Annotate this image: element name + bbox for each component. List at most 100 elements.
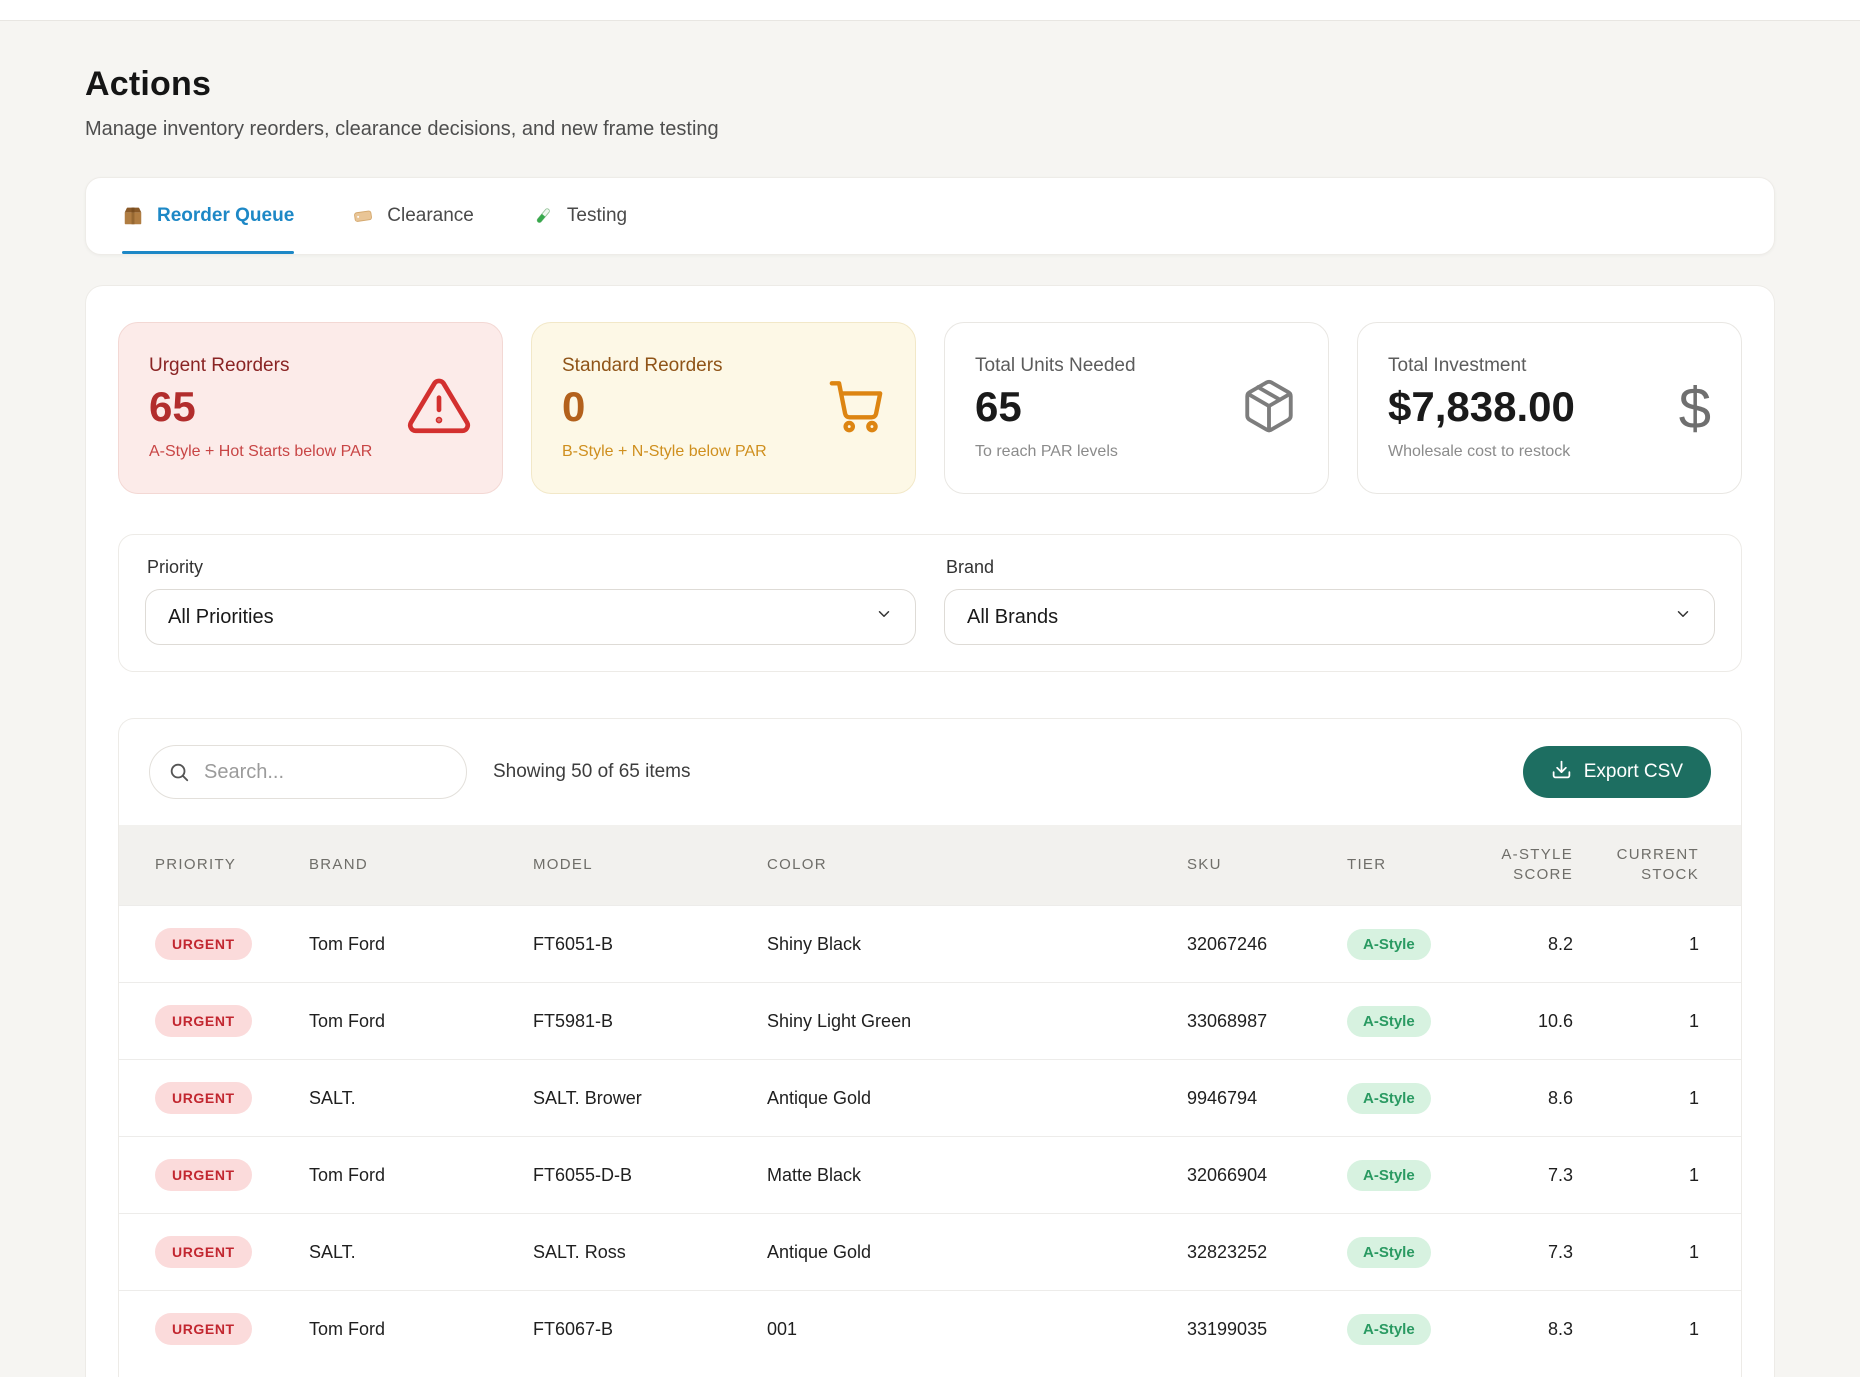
priority-cell: URGENT [119,905,309,983]
color-cell: 001 [767,1290,1187,1367]
sku-cell: 32067246 [1187,905,1347,983]
color-cell: Shiny Light Green [767,982,1187,1060]
table-row[interactable]: URGENT Tom Ford FT6051-B Shiny Black 3206724… [119,905,1741,983]
sku-cell: 32066904 [1187,1136,1347,1214]
col-header-a-style-score: A-STYLE SCORE [1487,825,1587,906]
stock-cell: 1 [1587,1136,1741,1214]
tier-badge: A-Style [1347,1236,1431,1268]
table-row[interactable]: URGENT Tom Ford FT6055-D-B Matte Black 32066… [119,1136,1741,1214]
tier-badge: A-Style [1347,1313,1431,1345]
priority-cell: URGENT [119,1213,309,1291]
stat-title: Urgent Reorders [149,355,290,377]
reorder-queue-panel: Urgent Reorders 65 A-Style + Hot Starts … [85,285,1775,1377]
priority-badge: URGENT [155,1159,252,1191]
page-subtitle: Manage inventory reorders, clearance dec… [85,118,719,140]
stat-subtitle: A-Style + Hot Starts below PAR [149,442,373,460]
model-cell: FT6055-D-B [533,1136,767,1214]
stat-card-standard-reorders: Standard Reorders 0 B-Style + N-Style be… [531,322,916,494]
page-content: Actions Manage inventory reorders, clear… [0,65,1860,1377]
brand-filter-group: Brand All Brands [944,557,1715,645]
tier-badge: A-Style [1347,1005,1431,1037]
tab-label: Testing [566,205,628,226]
priority-filter-label: Priority [147,557,204,577]
priority-select[interactable]: All Priorities [145,589,916,645]
stock-cell: 1 [1587,1213,1741,1291]
model-cell: FT6051-B [533,905,767,983]
stat-card-total-investment: Total Investment $7,838.00 Wholesale cos… [1357,322,1742,494]
brand-cell: SALT. [309,1059,533,1137]
stat-subtitle: To reach PAR levels [975,442,1118,460]
stat-value: $7,838.00 [1388,383,1575,431]
col-header-tier: TIER [1347,825,1487,906]
tier-cell: A-Style [1347,1136,1487,1214]
search-icon [168,761,190,788]
table-header-row: PRIORITY BRAND MODEL COLOR SKU TIER A-ST… [119,825,1741,906]
table-row[interactable]: URGENT SALT. SALT. Ross Antique Gold 3282325… [119,1213,1741,1291]
chevron-down-icon [875,605,893,629]
priority-badge: URGENT [155,1082,252,1114]
col-header-brand: BRAND [309,825,533,906]
brand-cell: Tom Ford [309,1290,533,1367]
table-row[interactable]: URGENT Tom Ford FT6067-B 001 33199035 A-Style… [119,1290,1741,1367]
tier-badge: A-Style [1347,1082,1431,1114]
priority-cell: URGENT [119,982,309,1060]
tab-reorder-queue[interactable]: Reorder Queue [122,178,295,254]
tier-cell: A-Style [1347,905,1487,983]
color-cell: Matte Black [767,1136,1187,1214]
priority-badge: URGENT [155,928,252,960]
tab-label: Clearance [387,205,474,226]
score-cell: 7.3 [1487,1213,1587,1291]
table-body: URGENT Tom Ford FT6051-B Shiny Black 3206724… [119,905,1741,1367]
stat-cards: Urgent Reorders 65 A-Style + Hot Starts … [118,322,1742,494]
table-row[interactable]: URGENT Tom Ford FT5981-B Shiny Light Green 3… [119,982,1741,1060]
tab-testing[interactable]: Testing [532,178,627,254]
chevron-down-icon [1674,605,1692,629]
stock-cell: 1 [1587,1059,1741,1137]
priority-cell: URGENT [119,1136,309,1214]
col-header-color: COLOR [767,825,1187,906]
model-cell: SALT. Brower [533,1059,767,1137]
score-cell: 8.3 [1487,1290,1587,1367]
col-header-priority: PRIORITY [119,825,309,906]
export-csv-button[interactable]: Export CSV [1522,746,1711,798]
search-input[interactable] [149,745,467,799]
stat-title: Total Units Needed [975,355,1136,377]
stock-cell: 1 [1587,905,1741,983]
stock-cell: 1 [1587,1290,1741,1367]
stat-card-urgent-reorders: Urgent Reorders 65 A-Style + Hot Starts … [118,322,503,494]
score-cell: 8.2 [1487,905,1587,983]
sku-cell: 9946794 [1187,1059,1347,1137]
col-header-model: MODEL [533,825,767,906]
tier-cell: A-Style [1347,982,1487,1060]
stat-subtitle: B-Style + N-Style below PAR [562,442,767,460]
tab-clearance[interactable]: Clearance [352,178,474,254]
priority-badge: URGENT [155,1005,252,1037]
table-row[interactable]: URGENT SALT. SALT. Brower Antique Gold 99467… [119,1059,1741,1137]
color-cell: Antique Gold [767,1213,1187,1291]
brand-cell: Tom Ford [309,905,533,983]
priority-filter-group: Priority All Priorities [145,557,916,645]
brand-cell: Tom Ford [309,982,533,1060]
tag-icon [352,205,374,227]
filters: Priority All Priorities Brand All Brands [118,534,1742,672]
model-cell: SALT. Ross [533,1213,767,1291]
tier-badge: A-Style [1347,928,1431,960]
score-cell: 7.3 [1487,1136,1587,1214]
search-wrap [149,745,467,799]
stat-value: 65 [975,383,1022,431]
color-cell: Shiny Black [767,905,1187,983]
package-icon [122,205,144,227]
page-title: Actions [85,65,212,103]
dollar-icon: $ [1678,375,1711,441]
tab-label: Reorder Queue [157,205,295,226]
reorder-table: PRIORITY BRAND MODEL COLOR SKU TIER A-ST… [119,825,1741,1367]
tier-cell: A-Style [1347,1059,1487,1137]
col-header-current-stock: CURRENT STOCK [1587,825,1741,906]
stat-card-total-units: Total Units Needed 65 To reach PAR level… [944,322,1329,494]
model-cell: FT5981-B [533,982,767,1060]
brand-select[interactable]: All Brands [944,589,1715,645]
export-csv-label: Export CSV [1583,761,1683,782]
brand-cell: SALT. [309,1213,533,1291]
box-icon [1240,377,1298,440]
table-toolbar: Showing 50 of 65 items Export CSV [119,719,1741,825]
